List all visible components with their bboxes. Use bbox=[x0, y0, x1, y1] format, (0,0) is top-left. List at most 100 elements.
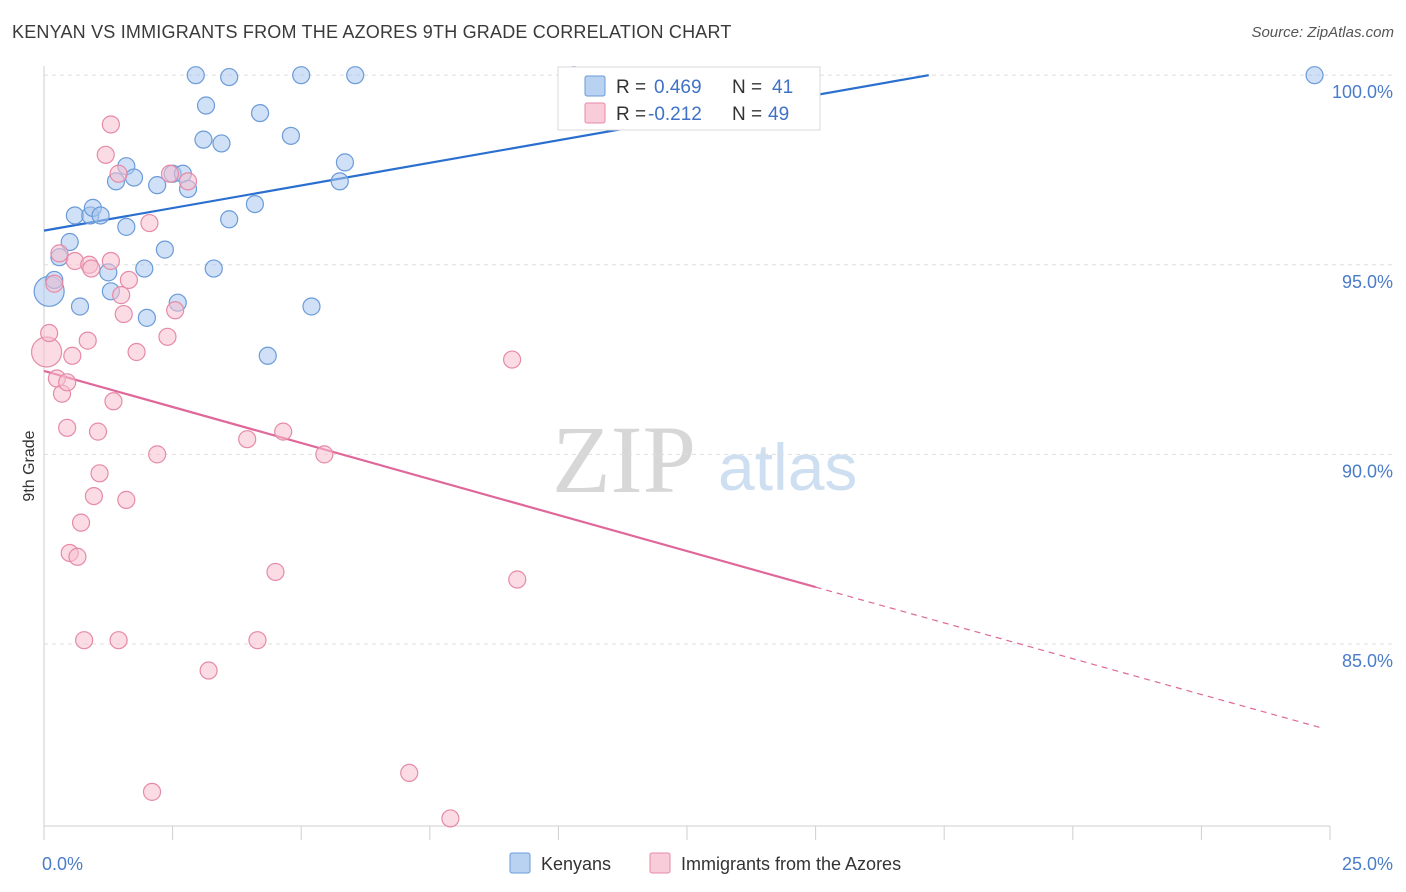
point-azores-32 bbox=[142, 782, 162, 801]
legend-swatch-kenyans bbox=[584, 75, 606, 97]
source-credit: Source: ZipAtlas.com bbox=[1251, 24, 1394, 41]
point-azores-20 bbox=[96, 145, 115, 164]
x-tick-label-1: 25.0% bbox=[1342, 854, 1393, 874]
point-azores-31 bbox=[140, 213, 159, 233]
x-tick-labels: 0.0% 25.0% bbox=[42, 854, 1393, 874]
point-kenyans-15 bbox=[135, 259, 154, 278]
y-axis-label: 9th Grade bbox=[21, 430, 38, 501]
point-azores-7 bbox=[58, 418, 77, 437]
point-kenyans-37 bbox=[335, 153, 355, 172]
point-azores-35 bbox=[160, 164, 180, 183]
point-azores-34 bbox=[158, 327, 177, 346]
point-kenyans-23 bbox=[186, 66, 205, 85]
point-kenyans-17 bbox=[148, 176, 167, 195]
point-kenyans-3 bbox=[60, 232, 79, 252]
point-kenyans-32 bbox=[258, 346, 277, 365]
point-azores-9 bbox=[63, 346, 82, 365]
point-azores-45 bbox=[441, 809, 460, 828]
legend-swatch-azores bbox=[584, 102, 606, 124]
point-azores-14 bbox=[78, 331, 97, 350]
point-azores-2 bbox=[45, 274, 64, 293]
point-kenyans-8 bbox=[91, 206, 110, 225]
axes bbox=[43, 66, 1331, 840]
point-kenyans-28 bbox=[220, 67, 239, 87]
point-azores-13 bbox=[75, 631, 94, 650]
point-kenyans-25 bbox=[196, 96, 216, 115]
legend-r-value-1: -0.212 bbox=[648, 104, 702, 125]
point-azores-17 bbox=[84, 486, 103, 506]
point-kenyans-33 bbox=[281, 126, 301, 145]
point-kenyans-26 bbox=[204, 259, 223, 278]
trend-line-1 bbox=[43, 369, 816, 589]
y-tick-labels: 100.0% 95.0% 90.0% 85.0% bbox=[1332, 82, 1393, 671]
point-kenyans-29 bbox=[220, 210, 239, 229]
point-kenyans-4 bbox=[65, 206, 84, 225]
point-azores-4 bbox=[50, 244, 69, 263]
point-azores-12 bbox=[71, 513, 91, 532]
point-kenyans-31 bbox=[250, 103, 270, 123]
y-tick-label-1: 95.0% bbox=[1342, 272, 1393, 292]
point-azores-30 bbox=[127, 342, 146, 362]
point-azores-24 bbox=[112, 286, 131, 305]
point-azores-46 bbox=[503, 350, 522, 369]
point-azores-26 bbox=[117, 490, 136, 509]
point-azores-44 bbox=[400, 763, 419, 783]
point-azores-38 bbox=[199, 661, 218, 680]
point-azores-39 bbox=[238, 430, 257, 449]
point-kenyans-24 bbox=[194, 130, 213, 149]
point-kenyans-36 bbox=[330, 172, 349, 191]
y-tick-label-3: 85.0% bbox=[1342, 651, 1393, 671]
point-azores-1 bbox=[40, 323, 59, 343]
point-azores-18 bbox=[88, 422, 108, 441]
point-azores-41 bbox=[266, 562, 285, 582]
series-legend-swatch-azores bbox=[649, 852, 671, 874]
point-kenyans-27 bbox=[212, 134, 231, 153]
legend-r-label-1: R = bbox=[616, 104, 646, 125]
legend-n-value-1: 49 bbox=[768, 104, 789, 125]
point-kenyans-30 bbox=[245, 194, 265, 214]
point-azores-36 bbox=[166, 301, 185, 320]
point-azores-33 bbox=[148, 445, 167, 464]
point-azores-22 bbox=[104, 392, 123, 411]
gridlines bbox=[44, 74, 1394, 645]
series-legend-swatch-kenyans bbox=[509, 852, 531, 874]
point-azores-16 bbox=[82, 259, 101, 278]
watermark-zip: ZIP bbox=[552, 406, 696, 513]
point-kenyans-18 bbox=[155, 240, 174, 259]
series-legend: Kenyans Immigrants from the Azores bbox=[509, 852, 901, 874]
y-tick-label-0: 100.0% bbox=[1332, 82, 1393, 102]
point-kenyans-35 bbox=[302, 297, 321, 316]
point-azores-27 bbox=[119, 270, 138, 290]
point-azores-29 bbox=[109, 164, 128, 183]
point-azores-37 bbox=[178, 172, 198, 191]
point-azores-19 bbox=[90, 464, 109, 483]
point-azores-21 bbox=[101, 251, 120, 271]
point-kenyans-16 bbox=[137, 308, 156, 327]
series-legend-label-kenyans: Kenyans bbox=[541, 854, 611, 874]
point-azores-47 bbox=[508, 570, 527, 589]
legend-r-label-0: R = bbox=[616, 77, 646, 98]
chart-title: KENYAN VS IMMIGRANTS FROM THE AZORES 9TH… bbox=[12, 22, 732, 42]
point-kenyans-14 bbox=[117, 217, 136, 236]
legend-n-label-0: N = bbox=[732, 77, 762, 98]
data-points bbox=[30, 66, 1324, 828]
point-azores-40 bbox=[248, 631, 267, 650]
point-azores-25 bbox=[114, 304, 133, 324]
series-legend-label-azores: Immigrants from the Azores bbox=[681, 854, 901, 874]
legend-n-value-0: 41 bbox=[772, 77, 793, 98]
point-kenyans-5 bbox=[70, 297, 90, 316]
point-kenyans-40 bbox=[1305, 66, 1324, 85]
y-tick-label-2: 90.0% bbox=[1342, 461, 1393, 481]
stats-legend: R = 0.469 N = 41 R = -0.212 N = 49 bbox=[557, 66, 821, 131]
point-kenyans-13 bbox=[124, 168, 144, 187]
x-tick-label-0: 0.0% bbox=[42, 854, 83, 874]
legend-n-label-1: N = bbox=[732, 104, 762, 125]
point-azores-28 bbox=[101, 115, 120, 134]
point-kenyans-34 bbox=[292, 66, 311, 85]
point-kenyans-38 bbox=[346, 66, 365, 85]
trend-line-dashed-1 bbox=[815, 586, 1320, 728]
watermark: ZIP atlas bbox=[552, 406, 857, 513]
legend-r-value-0: 0.469 bbox=[654, 77, 702, 98]
point-azores-6 bbox=[58, 373, 77, 392]
